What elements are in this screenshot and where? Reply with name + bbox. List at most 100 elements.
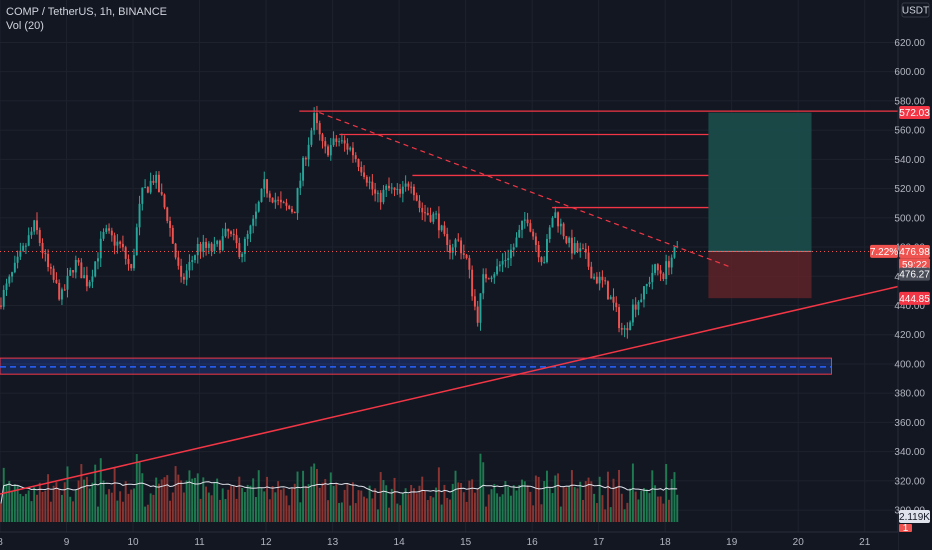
volume-bar: [318, 487, 321, 522]
volume-bar: [485, 506, 487, 522]
candlesticks: [0, 105, 679, 339]
volume-bar: [257, 470, 260, 522]
chart-legend: COMP / TetherUS, 1h, BINANCE Vol (20): [6, 5, 167, 33]
candle-body: [268, 193, 271, 198]
time-tick-label: 11: [194, 537, 205, 548]
candle-body: [213, 244, 216, 252]
candle-body: [349, 147, 352, 150]
volume-bar: [2, 467, 5, 522]
candle-body: [426, 213, 429, 216]
candle-body: [135, 227, 138, 256]
volume-bar: [238, 476, 241, 522]
stop-area[interactable]: [708, 251, 812, 299]
volume-bar: [368, 485, 371, 522]
candle-body: [662, 273, 665, 279]
volume-bar: [570, 470, 573, 522]
candle-body: [266, 179, 269, 194]
volume-bar: [412, 488, 415, 522]
volume-bar: [349, 505, 352, 522]
volume-bar: [637, 499, 640, 522]
price-tag-stop[interactable]: [899, 291, 930, 305]
candle-body: [254, 211, 257, 219]
volume-bar: [166, 475, 169, 522]
candle-body: [288, 205, 291, 209]
price-tick-label: 380.00: [894, 389, 925, 400]
candle-body: [83, 275, 86, 279]
volume-indicator-title[interactable]: Vol (20): [6, 20, 44, 32]
price-tag-target[interactable]: [899, 106, 930, 120]
volume-bar: [5, 483, 8, 522]
symbol-title[interactable]: COMP / TetherUS, 1h, BINANCE: [6, 6, 167, 18]
volume-bar: [631, 463, 634, 522]
volume-bar: [343, 489, 346, 522]
volume-bar: [152, 494, 155, 522]
candle-body: [509, 249, 512, 259]
volume-bar: [199, 498, 202, 522]
price-tag-pct[interactable]: [870, 244, 898, 258]
volume-bar: [38, 482, 41, 522]
volume-bar: [194, 477, 196, 522]
volume-bar: [16, 486, 19, 522]
candle-body: [557, 212, 560, 227]
volume-value-tag[interactable]: [899, 510, 930, 523]
candle-body: [576, 243, 579, 252]
candle-body: [573, 243, 576, 254]
volume-bar: [363, 496, 366, 522]
volume-bar: [643, 487, 645, 522]
volume-bar: [543, 481, 546, 522]
candle-body: [593, 276, 596, 279]
candle-body: [72, 270, 75, 273]
volume-bar: [554, 475, 557, 522]
volume-bar: [451, 483, 454, 522]
volume-bar: [205, 486, 208, 522]
candle-body: [620, 328, 623, 330]
candle-body: [80, 262, 83, 279]
candle-body: [523, 219, 526, 221]
candle-body: [243, 238, 246, 254]
volume-bar: [509, 495, 512, 522]
candle-body: [22, 245, 25, 251]
volume-bar: [609, 507, 612, 522]
candle-body: [329, 145, 332, 156]
price-tag-last[interactable]: [899, 244, 930, 258]
time-axis-background[interactable]: [0, 532, 898, 550]
volume-value-tag-2[interactable]: [899, 524, 912, 532]
volume-bar: [324, 479, 327, 522]
candle-body: [149, 180, 152, 193]
candle-body: [338, 141, 341, 143]
trend-drawings[interactable]: [0, 110, 899, 495]
volume-bar: [221, 488, 224, 522]
volume-bar: [88, 488, 91, 522]
long-position-tool[interactable]: [708, 112, 812, 299]
candle-body: [55, 279, 58, 283]
descending-trendline[interactable]: [319, 112, 732, 269]
candle-body: [99, 238, 102, 259]
target-area[interactable]: [708, 112, 812, 252]
volume-bar: [135, 454, 138, 522]
support-zone[interactable]: [0, 357, 832, 375]
candle-body: [19, 250, 22, 257]
volume-bar: [468, 480, 471, 522]
volume-bar: [595, 503, 598, 522]
candle-body: [371, 181, 374, 190]
ascending-trendline[interactable]: [0, 285, 899, 495]
volume-bar: [177, 474, 180, 522]
candle-body: [490, 277, 493, 280]
volume-bar: [582, 499, 584, 522]
price-tag-gray[interactable]: [899, 267, 930, 281]
volume-bar: [69, 496, 72, 522]
candle-body: [659, 270, 662, 274]
volume-bar: [665, 464, 668, 522]
currency-badge[interactable]: [901, 2, 930, 18]
volume-bar: [91, 482, 94, 522]
candle-body: [274, 199, 277, 203]
candle-body: [476, 306, 479, 323]
candle-body: [0, 305, 2, 307]
candle-body: [507, 258, 510, 261]
volume-bar: [105, 494, 108, 522]
price-tag-label: 572.03: [899, 108, 930, 119]
candle-body: [291, 208, 293, 212]
candle-body: [532, 231, 535, 237]
volume-bar: [454, 470, 457, 522]
